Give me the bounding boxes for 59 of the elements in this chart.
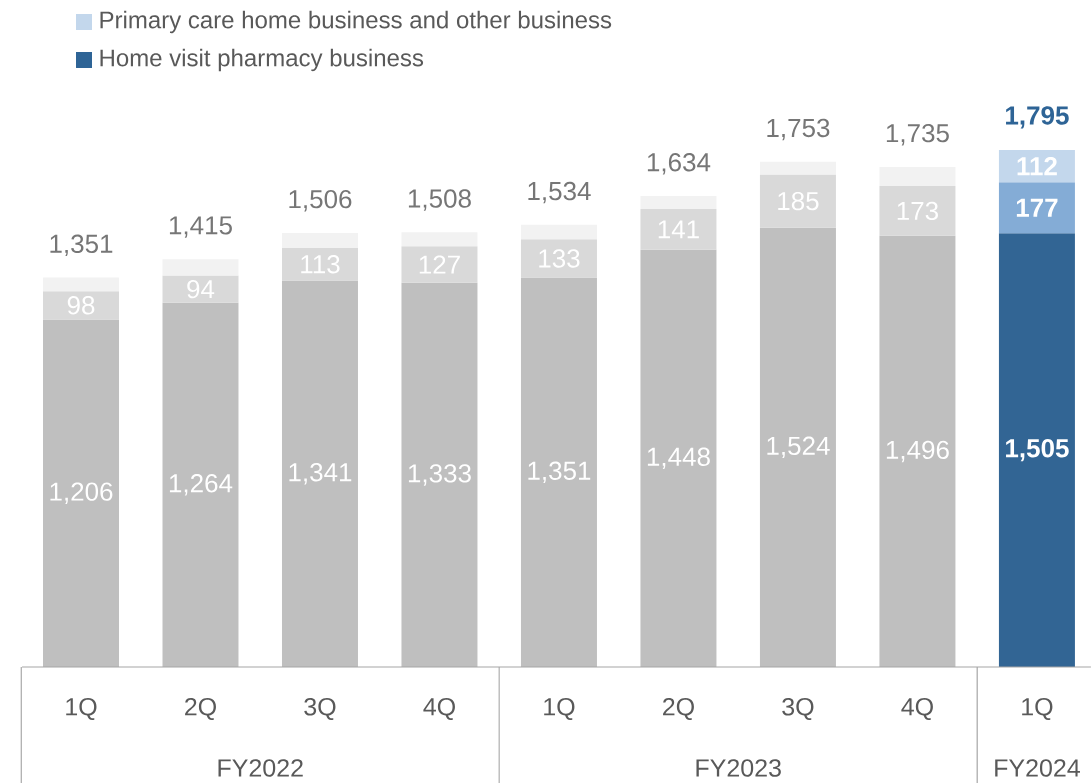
bar bbox=[879, 166, 956, 186]
data-label: 1,505 bbox=[1006, 439, 1069, 462]
legend-label: Primary care home business and other business bbox=[100, 10, 612, 34]
x-tick-label: 2Q bbox=[663, 697, 694, 721]
total-label: 1,753 bbox=[767, 118, 830, 141]
bar bbox=[162, 275, 239, 303]
x-tick-label: 4Q bbox=[901, 697, 933, 721]
data-label: 1,496 bbox=[886, 440, 949, 463]
data-label: 1,333 bbox=[408, 464, 471, 486]
bar bbox=[640, 209, 717, 250]
data-label: 177 bbox=[1016, 198, 1058, 217]
bar bbox=[520, 239, 597, 278]
data-label: 1,264 bbox=[169, 474, 233, 496]
bar bbox=[401, 282, 478, 667]
bar bbox=[281, 232, 358, 248]
data-label: 1,351 bbox=[528, 461, 591, 484]
bar bbox=[759, 161, 836, 175]
bar bbox=[759, 227, 836, 667]
text: FY2022 bbox=[218, 759, 303, 777]
data-label: 1,341 bbox=[289, 462, 352, 485]
bar bbox=[879, 235, 956, 667]
total-label: 1,634 bbox=[647, 153, 711, 175]
total-label: 1,415 bbox=[169, 216, 232, 238]
total-label: 1,351 bbox=[50, 234, 113, 257]
bar bbox=[401, 246, 478, 283]
x-tick-label: 1Q bbox=[544, 697, 575, 721]
total-label: 1,735 bbox=[886, 123, 949, 146]
x-tick-label: 4Q bbox=[423, 697, 455, 721]
bar bbox=[43, 319, 119, 667]
x-tick-label: 2Q bbox=[185, 697, 216, 721]
bar bbox=[520, 224, 597, 240]
data-label: 112 bbox=[1017, 156, 1057, 176]
bar bbox=[998, 182, 1075, 234]
total-label: 1,506 bbox=[289, 189, 352, 212]
bar bbox=[520, 277, 597, 667]
bar bbox=[401, 232, 478, 247]
total-label: 1,534 bbox=[528, 181, 591, 204]
bar bbox=[879, 185, 956, 236]
data-label: 1,524 bbox=[767, 436, 830, 459]
bar bbox=[998, 233, 1075, 667]
x-tick-label: 1Q bbox=[66, 697, 97, 721]
bar bbox=[43, 277, 119, 292]
x-tick-label: 3Q bbox=[782, 697, 814, 721]
data-label: 1,206 bbox=[50, 482, 113, 504]
bar bbox=[640, 196, 717, 210]
bar bbox=[281, 280, 358, 667]
bar bbox=[640, 249, 717, 667]
bar bbox=[162, 259, 239, 276]
bar bbox=[162, 302, 239, 667]
total-label: 1,508 bbox=[408, 189, 471, 211]
x-tick-label: 1Q bbox=[1022, 697, 1053, 721]
legend-label: Home visit pharmacy business bbox=[100, 48, 424, 72]
text: FY2023 bbox=[696, 759, 781, 777]
bar bbox=[43, 291, 119, 320]
x-tick-label: 3Q bbox=[304, 697, 336, 721]
total-label: 1,795 bbox=[1006, 106, 1069, 129]
bar bbox=[759, 174, 836, 228]
data-label: 1,448 bbox=[647, 447, 710, 470]
text: FY2024 bbox=[995, 759, 1080, 777]
